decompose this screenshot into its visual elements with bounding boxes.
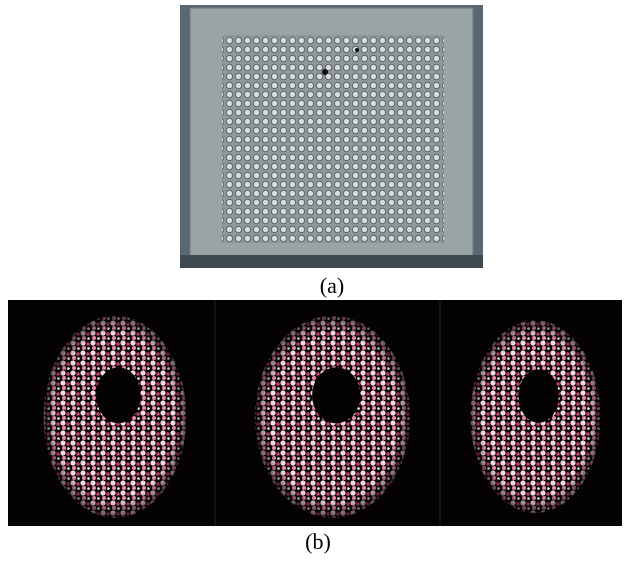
photo-a <box>180 5 483 268</box>
caption-b: (b) <box>305 529 331 554</box>
figure: (a) (b) <box>0 0 631 559</box>
light-pattern <box>458 310 613 515</box>
caption-a: (a) <box>320 273 344 298</box>
light-pattern <box>30 305 200 520</box>
page: (a) (b) (() => { const data = JSON.parse… <box>0 0 631 559</box>
photos-b <box>8 300 622 526</box>
light-pattern <box>240 305 425 520</box>
